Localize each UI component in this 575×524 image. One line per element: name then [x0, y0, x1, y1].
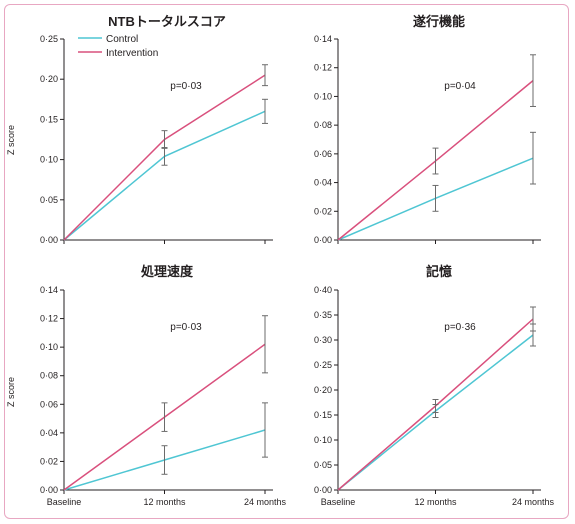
x-tick-label: 24 months	[244, 497, 287, 507]
legend-label-intervention: Intervention	[106, 48, 158, 59]
y-axis-label-speed: Z score	[6, 377, 16, 407]
x-tick-label: 12 months	[414, 497, 457, 507]
y-tick-label: 0·10	[40, 342, 58, 352]
y-tick-label: 0·10	[40, 155, 58, 165]
y-tick-label: 0·02	[40, 456, 58, 466]
x-tick-label: Baseline	[321, 497, 356, 507]
y-tick-label: 0·15	[314, 410, 332, 420]
x-tick-label: 12 months	[143, 497, 186, 507]
y-tick-label: 0·14	[314, 34, 332, 44]
y-tick-label: 0·06	[314, 149, 332, 159]
y-tick-label: 0·40	[314, 285, 332, 295]
p-value-annotation: p=0·36	[444, 322, 476, 333]
y-tick-label: 0·25	[40, 34, 58, 44]
y-tick-label: 0·00	[40, 235, 58, 245]
y-tick-label: 0·20	[40, 74, 58, 84]
y-tick-label: 0·20	[314, 385, 332, 395]
chart-panel-1: 0·00 0·02 0·04 0·06 0·08 0·10 0·12 0·14 p=0·04	[314, 34, 541, 245]
y-tick-label: 0·25	[314, 360, 332, 370]
y-tick-label: 0·04	[314, 178, 332, 188]
y-tick-label: 0·35	[314, 310, 332, 320]
y-tick-label: 0·08	[314, 120, 332, 130]
y-tick-label: 0·00	[40, 485, 58, 495]
panel-title-speed: 処理速度	[140, 264, 194, 279]
panel-title-executive: 遂行機能	[413, 14, 465, 29]
chart-panel-3: 0·00 0·05 0·10 0·15 0·20 0·25 0·30 0·35 0·40 Base…	[314, 285, 555, 507]
p-value-annotation: p=0·04	[444, 81, 476, 92]
y-tick-label: 0·12	[40, 314, 58, 324]
y-tick-label: 0·04	[40, 428, 58, 438]
p-value-annotation: p=0·03	[170, 81, 202, 92]
y-tick-label: 0·08	[40, 371, 58, 381]
y-tick-label: 0·10	[314, 435, 332, 445]
y-tick-label: 0·00	[314, 235, 332, 245]
panel-title-total: NTBトータルスコア	[108, 14, 226, 29]
y-tick-label: 0·30	[314, 335, 332, 345]
y-axis-label-total: Z score	[6, 125, 16, 155]
y-tick-label: 0·12	[314, 63, 332, 73]
x-tick-label: Baseline	[47, 497, 82, 507]
y-tick-label: 0·00	[314, 485, 332, 495]
y-tick-label: 0·05	[40, 195, 58, 205]
legend-label-control: Control	[106, 34, 138, 45]
figure-frame	[4, 4, 569, 519]
y-tick-label: 0·10	[314, 91, 332, 101]
p-value-annotation: p=0·03	[170, 322, 202, 333]
panel-title-memory: 記憶	[426, 264, 452, 279]
y-tick-label: 0·02	[314, 206, 332, 216]
y-tick-label: 0·15	[40, 114, 58, 124]
x-tick-label: 24 months	[512, 497, 555, 507]
y-tick-label: 0·06	[40, 399, 58, 409]
y-tick-label: 0·05	[314, 460, 332, 470]
legend: Control Intervention	[78, 34, 158, 59]
chart-panel-0: 0·00 0·05 0·10 0·15 0·20 0·25 p=0·03	[40, 34, 273, 245]
y-tick-label: 0·14	[40, 285, 58, 295]
chart-panel-2: 0·00 0·02 0·04 0·06 0·08 0·10 0·12 0·14 Baseline…	[40, 285, 287, 507]
